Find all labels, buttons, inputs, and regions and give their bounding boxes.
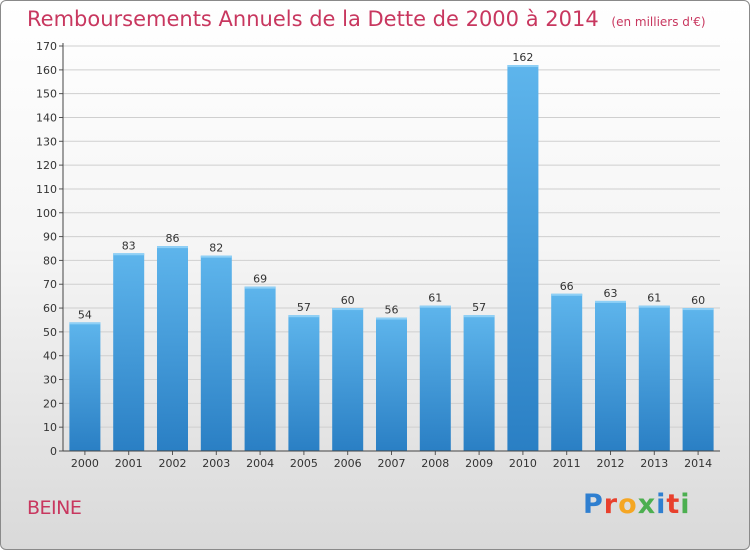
y-tick-label: 120 (36, 159, 57, 172)
x-tick-label: 2012 (597, 457, 625, 470)
proxiti-logo: Proxiti (583, 489, 691, 520)
bar-highlight (157, 246, 188, 249)
data-label-2012: 63 (604, 287, 618, 300)
logo-letter: t (666, 489, 681, 520)
x-tick-label: 2011 (553, 457, 581, 470)
bar-highlight (682, 308, 714, 311)
x-tick-label: 2001 (115, 457, 143, 470)
data-label-2009: 57 (472, 301, 486, 314)
data-label-2008: 61 (428, 292, 442, 305)
bar-2011 (551, 293, 583, 451)
bar-2008 (419, 305, 451, 451)
bar-highlight (69, 322, 101, 325)
y-tick-label: 150 (36, 88, 57, 101)
x-tick-label: 2000 (71, 457, 99, 470)
bar-2010 (507, 65, 539, 451)
data-label-2002: 86 (166, 232, 180, 245)
x-tick-label: 2006 (334, 457, 362, 470)
bar-highlight (332, 308, 364, 311)
logo-letter: o (618, 489, 638, 520)
x-tick-label: 2005 (290, 457, 318, 470)
commune-name: BEINE (27, 497, 82, 519)
y-tick-label: 40 (43, 350, 57, 363)
data-label-2004: 69 (253, 273, 267, 286)
x-tick-label: 2002 (159, 457, 187, 470)
bar-2007 (376, 317, 407, 451)
bar-highlight (463, 315, 495, 318)
y-tick-label: 20 (43, 397, 57, 410)
data-label-2001: 83 (122, 239, 136, 252)
y-tick-label: 90 (43, 231, 57, 244)
x-tick-label: 2009 (465, 457, 493, 470)
y-tick-label: 160 (36, 64, 57, 77)
x-tick-label: 2004 (246, 457, 274, 470)
y-tick-label: 10 (43, 421, 57, 434)
bar-2003 (200, 255, 232, 451)
bar-2001 (113, 253, 145, 451)
bar-2005 (288, 315, 320, 451)
x-tick-label: 2014 (684, 457, 712, 470)
x-tick-label: 2008 (421, 457, 449, 470)
bar-highlight (507, 65, 539, 68)
bar-2014 (682, 308, 714, 451)
bar-highlight (376, 317, 407, 320)
chart-title: Remboursements Annuels de la Dette de 20… (27, 7, 706, 31)
bar-highlight (595, 300, 626, 303)
y-tick-label: 50 (43, 326, 57, 339)
logo-letter: r (603, 489, 619, 520)
bars: 54 83 86 82 69 57 60 56 61 57 162 66 63 61 60 (69, 51, 714, 451)
y-tick-label: 80 (43, 254, 57, 267)
y-tick-label: 130 (36, 135, 57, 148)
data-label-2014: 60 (691, 294, 705, 307)
bar-2013 (638, 305, 670, 451)
bar-highlight (113, 253, 145, 256)
y-tick-label: 110 (36, 183, 57, 196)
bar-2012 (595, 300, 626, 451)
logo-letter: x (637, 489, 657, 520)
logo-letter: P (583, 489, 604, 520)
bar-2002 (157, 246, 188, 451)
axes: 0 10 20 30 40 50 60 70 80 90 100 110 120 130 140 150 160… (36, 40, 720, 470)
data-label-2005: 57 (297, 301, 311, 314)
logo-letter: i (680, 489, 691, 520)
x-tick-label: 2003 (202, 457, 230, 470)
y-tick-label: 30 (43, 374, 57, 387)
logo-letter: i (656, 489, 667, 520)
bar-2000 (69, 322, 101, 451)
data-label-2013: 61 (647, 292, 661, 305)
bar-highlight (288, 315, 320, 318)
bar-highlight (638, 305, 670, 308)
data-label-2007: 56 (385, 304, 399, 317)
y-tick-label: 140 (36, 111, 57, 124)
y-tick-label: 100 (36, 207, 57, 220)
data-label-2010: 162 (512, 51, 533, 64)
data-label-2011: 66 (560, 280, 574, 293)
bar-highlight (551, 293, 583, 296)
x-tick-label: 2010 (509, 457, 537, 470)
bar-2009 (463, 315, 495, 451)
y-tick-label: 60 (43, 302, 57, 315)
x-tick-label: 2013 (640, 457, 668, 470)
bar-highlight (244, 286, 276, 289)
bar-highlight (200, 255, 232, 258)
x-tick-label: 2007 (378, 457, 406, 470)
bar-2006 (332, 308, 364, 451)
y-tick-label: 0 (50, 445, 57, 458)
data-label-2003: 82 (209, 242, 223, 255)
bar-highlight (419, 305, 451, 308)
chart-title-text: Remboursements Annuels de la Dette de 20… (27, 7, 599, 31)
y-tick-label: 170 (36, 40, 57, 53)
data-label-2006: 60 (341, 294, 355, 307)
y-tick-label: 70 (43, 278, 57, 291)
bar-2004 (244, 286, 276, 451)
data-label-2000: 54 (78, 308, 92, 321)
unit-note: (en milliers d'€) (611, 15, 706, 29)
